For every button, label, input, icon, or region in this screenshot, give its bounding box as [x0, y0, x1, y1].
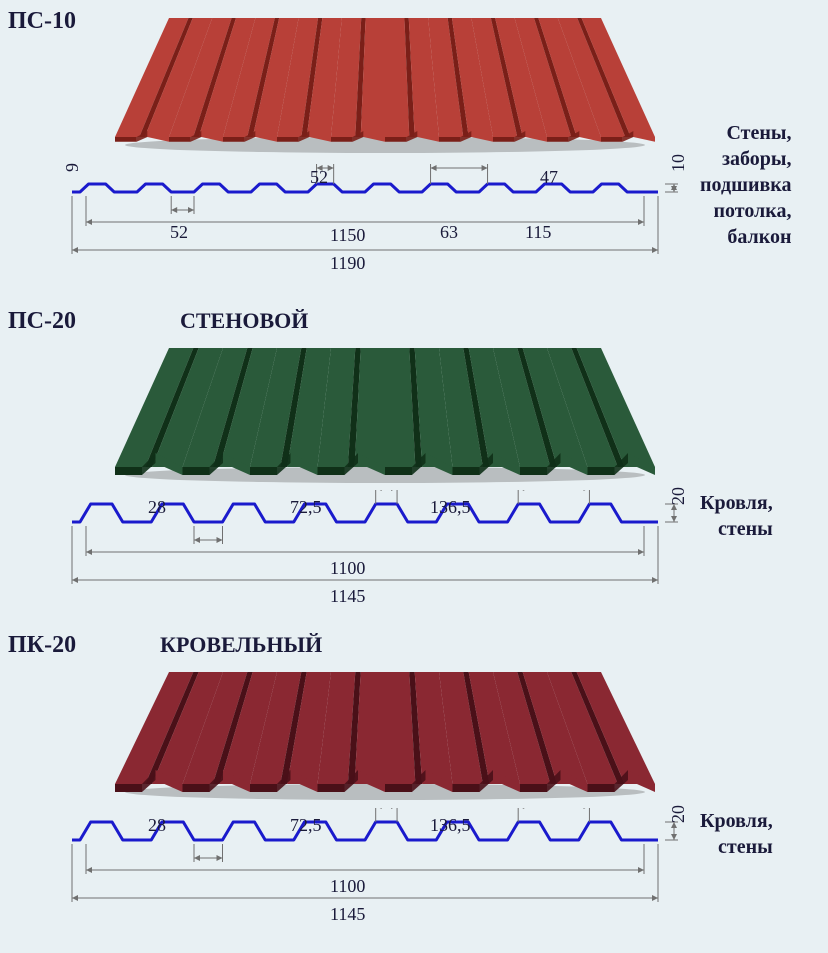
sheet-3d	[115, 10, 655, 155]
dimension-label: 1100	[330, 558, 365, 579]
dimension-label: 9	[62, 163, 83, 172]
section-title-ps20: ПС-20	[8, 308, 76, 335]
sheet-3d	[115, 664, 655, 802]
section-title-pk20: ПК-20	[8, 632, 76, 659]
dimension-label: 115	[525, 222, 551, 243]
profile-cross-section	[50, 808, 690, 928]
dimension-label: 1150	[330, 225, 365, 246]
dimension-label: 1100	[330, 876, 365, 897]
profile-cross-section	[50, 160, 690, 280]
dimension-label: 10	[668, 154, 689, 172]
dimension-label: 28	[148, 815, 166, 836]
dimension-label: 136,5	[430, 497, 471, 518]
profile-cross-section	[50, 490, 690, 610]
uses-text-pk20: Кровля, стены	[700, 808, 773, 860]
section-title-ps10: ПС-10	[8, 8, 76, 35]
dimension-label: 20	[668, 805, 689, 823]
dimension-label: 136,5	[430, 815, 471, 836]
sheet-3d	[115, 340, 655, 485]
dimension-label: 1190	[330, 253, 365, 274]
dimension-label: 63	[440, 222, 458, 243]
uses-text-ps10: Стены, заборы, подшивка потолка, балкон	[700, 120, 792, 250]
uses-text-ps20: Кровля, стены	[700, 490, 773, 542]
dimension-label: 1145	[330, 586, 365, 607]
dimension-label: 72,5	[290, 497, 322, 518]
dimension-label: 52	[310, 167, 328, 188]
dimension-label: 20	[668, 487, 689, 505]
dimension-label: 28	[148, 497, 166, 518]
dimension-label: 1145	[330, 904, 365, 925]
dimension-label: 52	[170, 222, 188, 243]
section-subtitle-pk20: КРОВЕЛЬНЫЙ	[160, 632, 322, 658]
dimension-label: 47	[540, 167, 558, 188]
section-subtitle-ps20: СТЕНОВОЙ	[180, 308, 308, 334]
dimension-label: 72,5	[290, 815, 322, 836]
